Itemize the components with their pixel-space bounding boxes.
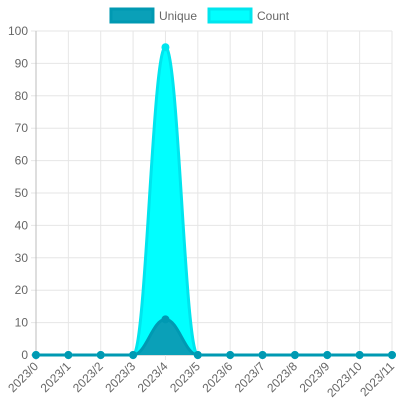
x-tick-label: 2023/0	[5, 359, 41, 395]
y-tick-label: 70	[15, 121, 29, 135]
y-tick-label: 60	[15, 154, 29, 168]
data-point-unique	[388, 351, 396, 359]
legend-label-count: Count	[257, 9, 290, 23]
data-point-count	[161, 43, 170, 52]
series-area-count	[36, 47, 392, 355]
x-tick-label: 2023/3	[102, 359, 138, 395]
x-tick-label: 2023/6	[199, 359, 235, 395]
x-tick-label: 2023/4	[135, 359, 171, 395]
data-point-unique	[355, 351, 364, 359]
data-point-unique	[226, 351, 235, 359]
series-line-count	[36, 45, 392, 357]
data-point-unique	[323, 351, 332, 359]
series-line-unique	[36, 317, 392, 357]
y-tick-label: 0	[21, 348, 28, 362]
y-tick-label: 40	[15, 218, 29, 232]
data-point-unique	[32, 351, 40, 359]
y-tick-label: 30	[15, 251, 29, 265]
x-tick-label: 2023/7	[232, 359, 268, 395]
data-point-unique	[258, 351, 267, 359]
legend-label-unique: Unique	[159, 9, 197, 23]
legend-swatch-unique	[109, 7, 155, 24]
x-tick-label: 2023/11	[357, 359, 397, 399]
data-point-unique	[64, 351, 73, 359]
y-tick-label: 100	[8, 24, 28, 38]
series-area-unique	[36, 319, 392, 355]
y-tick-label: 50	[15, 186, 29, 200]
data-point-unique	[129, 351, 138, 359]
x-tick-label: 2023/8	[264, 359, 300, 395]
y-tick-label: 80	[15, 89, 29, 103]
y-tick-label: 90	[15, 56, 29, 70]
data-point-unique	[290, 351, 299, 359]
legend-swatch-count	[207, 7, 253, 24]
x-tick-label: 2023/2	[70, 359, 106, 395]
data-point-unique	[96, 351, 105, 359]
x-tick-label: 2023/1	[38, 359, 74, 395]
data-point-unique	[193, 351, 202, 359]
x-tick-label: 2023/10	[324, 359, 365, 400]
data-point-unique	[161, 315, 170, 324]
y-tick-label: 20	[15, 283, 29, 297]
x-tick-label: 2023/5	[167, 359, 203, 395]
y-tick-label: 10	[15, 316, 29, 330]
